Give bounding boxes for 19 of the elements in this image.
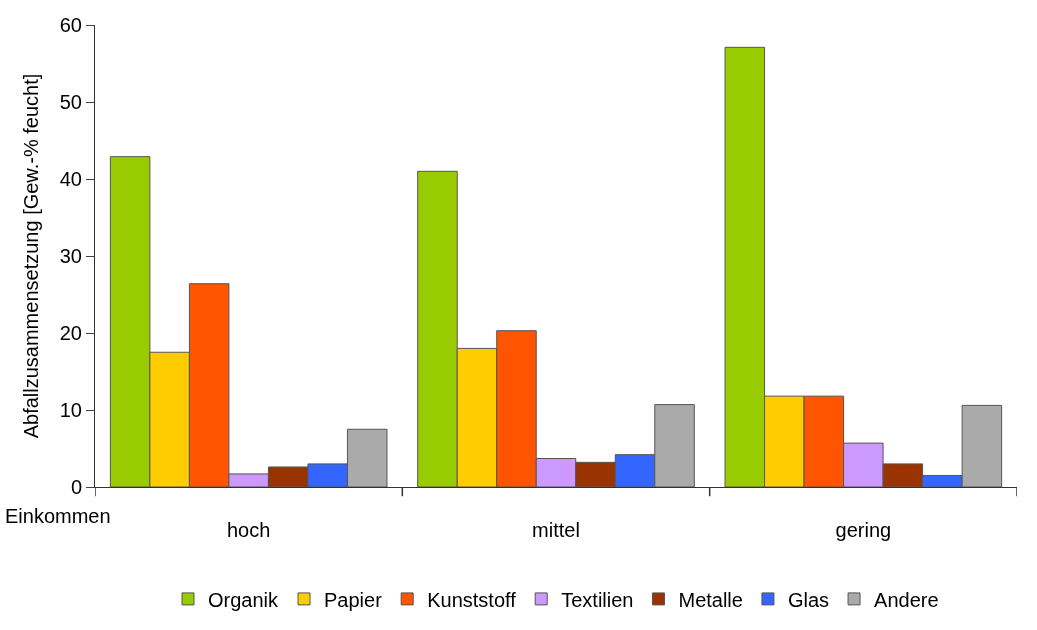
y-tick-label: 40 xyxy=(59,168,82,190)
text: Einkommen xyxy=(5,505,111,527)
legend-label: Organik xyxy=(208,588,280,611)
x-tick-label: mittel xyxy=(532,519,580,541)
x-tick-label: gering xyxy=(835,519,892,541)
y-tick-label: 60 xyxy=(59,14,82,36)
legend-label: Kunststoff xyxy=(427,588,517,611)
legend-label: Glas xyxy=(787,588,830,611)
y-tick-label: 50 xyxy=(59,91,82,113)
legend-label: Textilien xyxy=(561,588,634,611)
legend-label: Andere xyxy=(874,588,939,611)
legend-label: Metalle xyxy=(678,588,743,611)
y-axis-title: Abfallzusammensetzung [Gew.-% feucht] xyxy=(20,73,43,439)
y-tick-label: 10 xyxy=(59,399,82,421)
x-tick-label: hoch xyxy=(226,519,271,541)
y-tick-label: 30 xyxy=(59,245,82,267)
legend-label: Papier xyxy=(324,588,383,611)
y-tick-label: 20 xyxy=(59,322,82,344)
y-tick-label: 0 xyxy=(70,476,82,498)
